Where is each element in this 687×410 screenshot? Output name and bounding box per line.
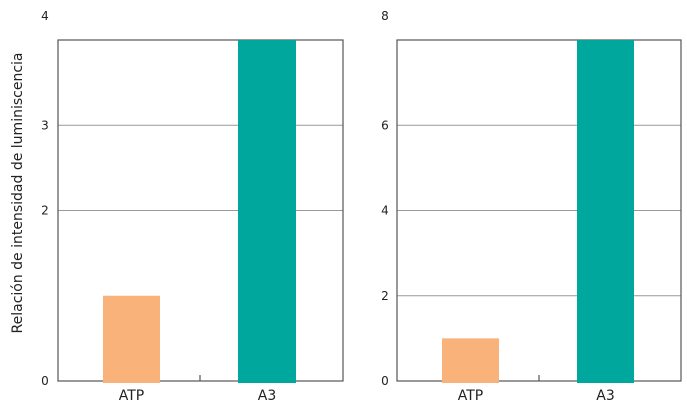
y-axis-label: Relación de intensidad de luminiscencia — [10, 53, 26, 334]
bar-atp — [442, 338, 499, 383]
y-tick-label: 0 — [381, 374, 389, 388]
y-tick-label: 2 — [381, 289, 389, 303]
y-tick-label: 8 — [381, 9, 389, 23]
bar-a3 — [238, 40, 296, 383]
y-tick-label: 2 — [41, 204, 49, 218]
x-tick-label: ATP — [119, 388, 144, 404]
x-tick-label: A3 — [258, 388, 276, 404]
y-tick-label: 4 — [381, 204, 389, 218]
bar-a3 — [577, 40, 634, 383]
bar-atp — [103, 295, 160, 383]
y-tick-label: 3 — [41, 118, 49, 132]
y-tick-label: 6 — [381, 118, 389, 132]
chart-panel-left: 0 2 3 4 ATP A3 — [41, 9, 344, 404]
chart-panel-right: 0 2 4 6 8 ATP A3 — [381, 9, 682, 404]
x-tick-label: ATP — [458, 388, 483, 404]
x-tick-label: A3 — [596, 388, 614, 404]
y-tick-label: 4 — [41, 9, 49, 23]
y-tick-label: 0 — [41, 374, 49, 388]
